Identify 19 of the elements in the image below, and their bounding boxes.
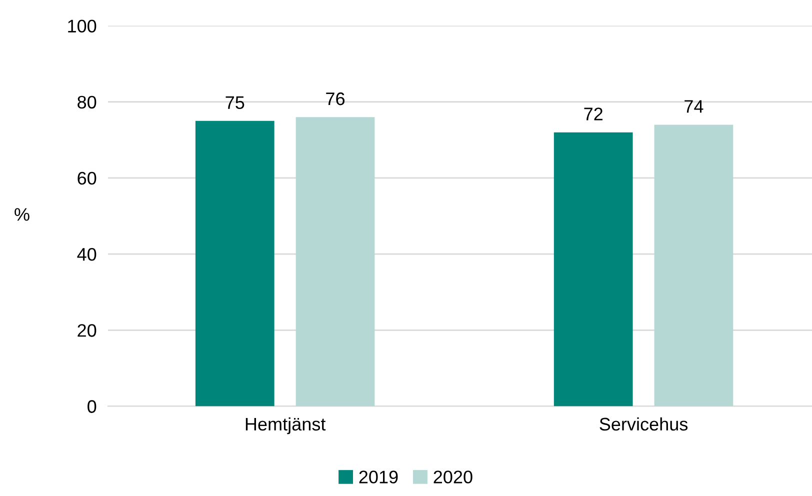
- data-label: 76: [326, 92, 345, 106]
- y-axis-title: %: [14, 208, 30, 221]
- y-tick-label: 80: [78, 96, 96, 109]
- y-tick-label: 100: [68, 20, 96, 33]
- y-tick-label: 0: [88, 400, 96, 413]
- y-tick-label: 40: [77, 248, 96, 261]
- y-tick-label: 20: [78, 324, 96, 337]
- legend-label: 2019: [359, 470, 398, 484]
- data-label: 75: [226, 96, 244, 109]
- data-label: 72: [584, 108, 602, 120]
- legend-label: 2020: [434, 470, 472, 484]
- bar: [554, 132, 633, 406]
- x-tick-label: Hemtjänst: [246, 417, 326, 434]
- bar: [654, 124, 734, 406]
- y-tick-label: 60: [78, 172, 96, 185]
- data-label: 74: [684, 100, 704, 113]
- bar: [296, 117, 375, 406]
- bar: [195, 120, 274, 406]
- x-tick-label: Servicehus: [600, 417, 688, 431]
